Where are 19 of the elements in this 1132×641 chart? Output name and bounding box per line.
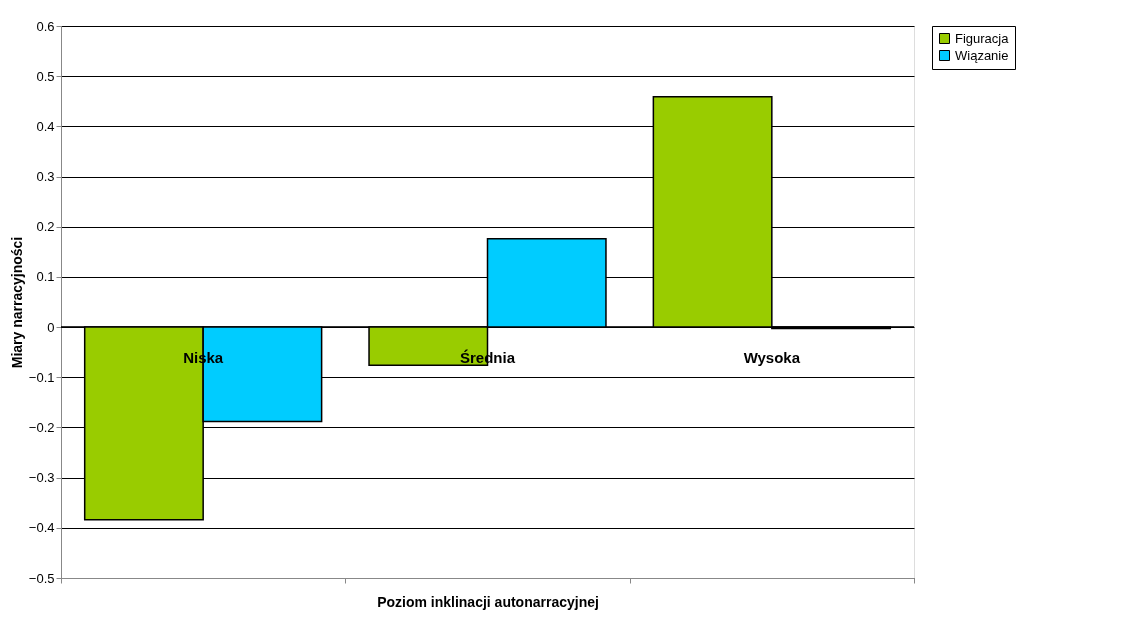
y-tick-label: −0.2 [28,419,55,435]
y-tick-label: −0.3 [28,470,55,486]
y-tick-label: 0.3 [36,169,55,185]
y-tick-label: 0.4 [36,118,55,134]
y-axis-title: Miary narracyjności [8,236,25,369]
y-tick-label: 0.2 [36,219,55,235]
y-tick-label: 0 [47,319,55,335]
x-axis-title: Poziom inklinacji autonarracyjnej [377,594,599,610]
x-tick-label: Wysoka [743,349,801,367]
y-tick-label: −0.5 [28,570,55,586]
y-tick-label: −0.1 [28,369,55,385]
y-tick-label: 0.6 [36,18,55,34]
y-tick-label: 0.5 [36,68,55,84]
x-tick-label: Średnia [459,349,516,367]
x-tick-label: Niska [183,349,224,367]
legend-label: Wiązanie [955,47,1009,63]
legend-label: Figuracja [955,30,1010,46]
y-tick-label: 0.1 [36,269,55,285]
y-tick-label: −0.4 [28,520,55,536]
